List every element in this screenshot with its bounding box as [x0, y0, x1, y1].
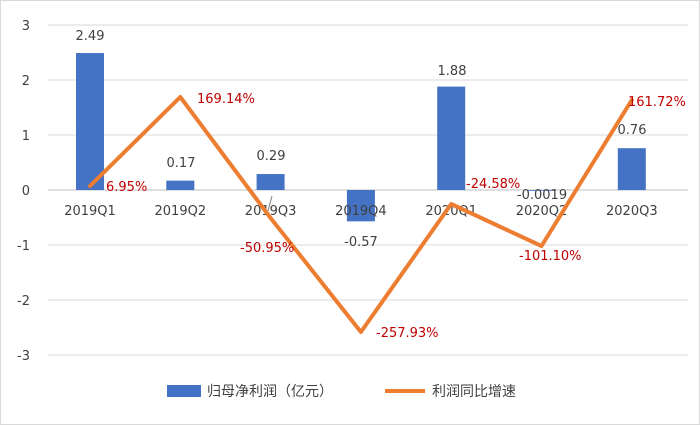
growth-label: 6.95%	[106, 180, 147, 195]
x-tick-label: 2019Q2	[155, 204, 207, 219]
growth-label: 161.72%	[628, 95, 686, 110]
bar-value-label: -0.57	[344, 235, 378, 250]
y-tick-label: -3	[17, 349, 30, 364]
y-tick-label: -2	[17, 294, 30, 309]
bar-value-label: 1.88	[438, 64, 467, 79]
bar-value-label: 0.29	[257, 149, 286, 164]
x-tick-label: 2020Q2	[516, 204, 568, 219]
x-tick-label: 2019Q1	[64, 204, 116, 219]
legend-label-bar: 归母净利润（亿元）	[207, 383, 333, 400]
bar-2019Q1	[76, 53, 104, 190]
legend-swatch-bar	[167, 385, 201, 397]
legend-label-line: 利润同比增速	[432, 384, 516, 400]
x-tick-label: 2019Q3	[245, 204, 297, 219]
growth-label: -257.93%	[376, 326, 439, 341]
bar-value-label: -0.0019	[517, 188, 567, 203]
y-tick-label: -1	[17, 239, 30, 254]
growth-label: -24.58%	[466, 177, 520, 192]
y-tick-label: 2	[22, 74, 30, 89]
growth-label: -101.10%	[519, 249, 582, 264]
x-tick-label: 2020Q3	[606, 204, 658, 219]
x-tick-label: 2020Q1	[425, 204, 477, 219]
bar-2019Q4	[346, 190, 375, 222]
bar-2020Q1	[437, 86, 466, 190]
leader-line	[267, 195, 273, 212]
bar-2020Q2	[527, 190, 556, 191]
bar-2019Q2	[166, 180, 195, 190]
bar-2020Q3	[617, 148, 646, 190]
bar-value-label: 2.49	[76, 29, 105, 44]
bar-value-label: 0.76	[618, 123, 647, 138]
y-tick-label: 1	[22, 129, 30, 144]
x-tick-label: 2019Q4	[335, 204, 387, 219]
bar-value-label: 0.17	[167, 156, 196, 171]
bar-2019Q3	[256, 174, 285, 190]
y-tick-label: 3	[22, 19, 30, 34]
growth-label: -50.95%	[240, 241, 294, 256]
y-tick-label: 0	[22, 184, 30, 199]
growth-label: 169.14%	[197, 92, 255, 107]
